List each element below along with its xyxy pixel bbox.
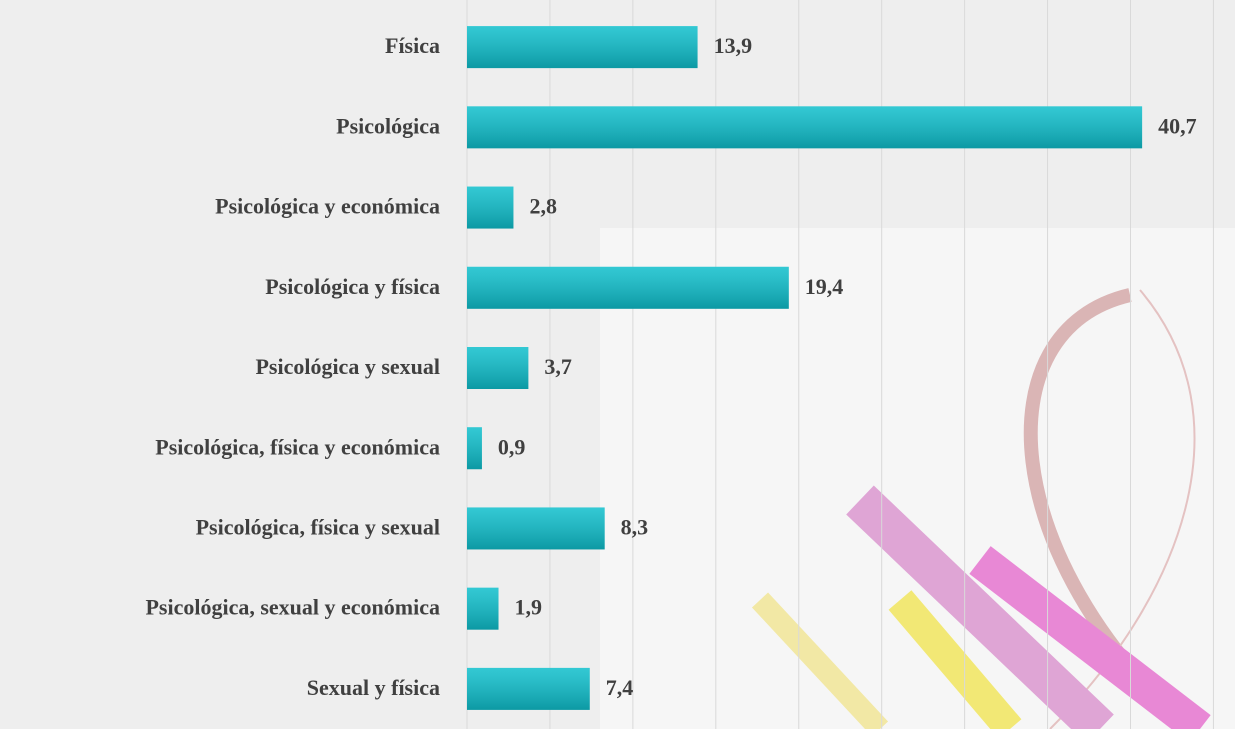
value-label: 1,9 <box>515 595 543 620</box>
value-label: 8,3 <box>621 514 649 539</box>
bar <box>467 26 698 68</box>
bar <box>467 588 499 630</box>
category-label: Física <box>385 33 440 58</box>
category-label: Psicológica, sexual y económica <box>145 595 440 620</box>
category-label: Psicológica <box>336 113 440 138</box>
chart: Física 13,9 Psicológica 40,7 Psicológica y e… <box>0 0 1235 729</box>
category-label: Psicológica y económica <box>215 194 440 219</box>
value-label: 2,8 <box>529 194 557 219</box>
value-label: 7,4 <box>606 675 634 700</box>
value-label: 13,9 <box>714 33 753 58</box>
value-label: 40,7 <box>1158 113 1197 138</box>
category-label: Psicológica, física y sexual <box>196 514 440 539</box>
bar <box>467 507 605 549</box>
value-label: 19,4 <box>805 274 844 299</box>
category-label: Psicológica y sexual <box>255 354 440 379</box>
bar <box>467 106 1142 148</box>
bar <box>467 267 789 309</box>
value-label: 3,7 <box>544 354 572 379</box>
category-label: Sexual y física <box>307 675 440 700</box>
bar <box>467 427 482 469</box>
bar <box>467 347 528 389</box>
value-label: 0,9 <box>498 434 526 459</box>
category-label: Psicológica, física y económica <box>155 434 440 459</box>
bar <box>467 668 590 710</box>
bar <box>467 187 513 229</box>
category-label: Psicológica y física <box>265 274 440 299</box>
